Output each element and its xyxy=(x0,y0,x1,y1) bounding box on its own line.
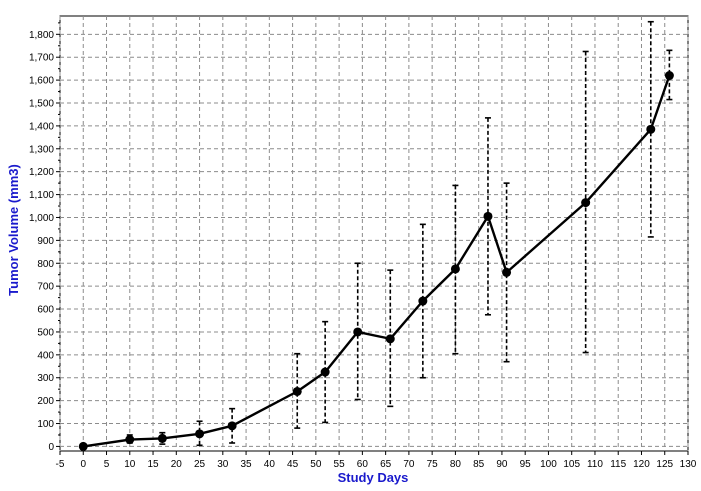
y-tick-label: 600 xyxy=(37,305,54,316)
data-point xyxy=(665,71,674,80)
x-tick-label: 50 xyxy=(310,459,322,470)
x-tick-label: 5 xyxy=(104,459,110,470)
data-point xyxy=(502,268,511,277)
y-tick-label: 1,200 xyxy=(29,167,54,178)
x-tick-label: 20 xyxy=(171,459,183,470)
data-point xyxy=(451,264,460,273)
y-tick-label: 1,800 xyxy=(29,30,54,41)
x-tick-label: 115 xyxy=(610,459,626,470)
x-tick-label: 30 xyxy=(217,459,229,470)
x-tick-label: 65 xyxy=(380,459,392,470)
data-point xyxy=(418,297,427,306)
x-tick-label: 120 xyxy=(633,459,650,470)
x-tick-label: 15 xyxy=(147,459,159,470)
x-tick-label: 85 xyxy=(473,459,485,470)
x-tick-label: 125 xyxy=(656,459,673,470)
y-tick-label: 900 xyxy=(37,236,54,247)
x-tick-label: 70 xyxy=(403,459,415,470)
x-tick-label: 130 xyxy=(680,459,697,470)
x-tick-label: 60 xyxy=(357,459,369,470)
data-point xyxy=(125,435,134,444)
x-tick-label: 10 xyxy=(124,459,136,470)
y-tick-label: 200 xyxy=(37,396,54,407)
x-tick-label: -5 xyxy=(56,459,65,470)
y-tick-label: 1,500 xyxy=(29,99,54,110)
data-point xyxy=(158,434,167,443)
y-tick-label: 700 xyxy=(37,282,54,293)
x-tick-label: 95 xyxy=(520,459,532,470)
y-tick-label: 1,000 xyxy=(29,213,54,224)
data-point xyxy=(483,212,492,221)
y-tick-label: 1,400 xyxy=(29,121,54,132)
y-tick-label: 100 xyxy=(37,419,54,430)
data-point xyxy=(293,387,302,396)
x-axis-title: Study Days xyxy=(338,470,409,485)
x-tick-label: 75 xyxy=(427,459,439,470)
x-tick-label: 25 xyxy=(194,459,206,470)
x-tick-label: 35 xyxy=(241,459,253,470)
data-point xyxy=(79,442,88,451)
plot-area xyxy=(60,16,688,451)
x-tick-label: 90 xyxy=(496,459,508,470)
y-tick-label: 1,700 xyxy=(29,53,54,64)
y-tick-label: 1,100 xyxy=(29,190,54,201)
data-point xyxy=(321,368,330,377)
data-point xyxy=(581,198,590,207)
data-point xyxy=(646,125,655,134)
data-point xyxy=(228,421,237,430)
data-point xyxy=(353,327,362,336)
y-tick-label: 300 xyxy=(37,373,54,384)
y-axis-title: Tumor Volume (mm3) xyxy=(6,164,21,296)
x-tick-label: 105 xyxy=(563,459,580,470)
x-tick-label: 40 xyxy=(264,459,276,470)
y-tick-label: 500 xyxy=(37,327,54,338)
y-tick-label: 0 xyxy=(48,442,54,453)
x-tick-label: 80 xyxy=(450,459,462,470)
y-tick-label: 1,300 xyxy=(29,144,54,155)
x-tick-label: 45 xyxy=(287,459,299,470)
x-tick-label: 55 xyxy=(334,459,346,470)
x-tick-label: 110 xyxy=(587,459,603,470)
y-tick-label: 800 xyxy=(37,259,54,270)
x-tick-label: 0 xyxy=(80,459,86,470)
x-tick-label: 100 xyxy=(540,459,557,470)
data-point xyxy=(386,334,395,343)
y-tick-label: 1,600 xyxy=(29,76,54,87)
y-tick-label: 400 xyxy=(37,350,54,361)
data-point xyxy=(195,429,204,438)
